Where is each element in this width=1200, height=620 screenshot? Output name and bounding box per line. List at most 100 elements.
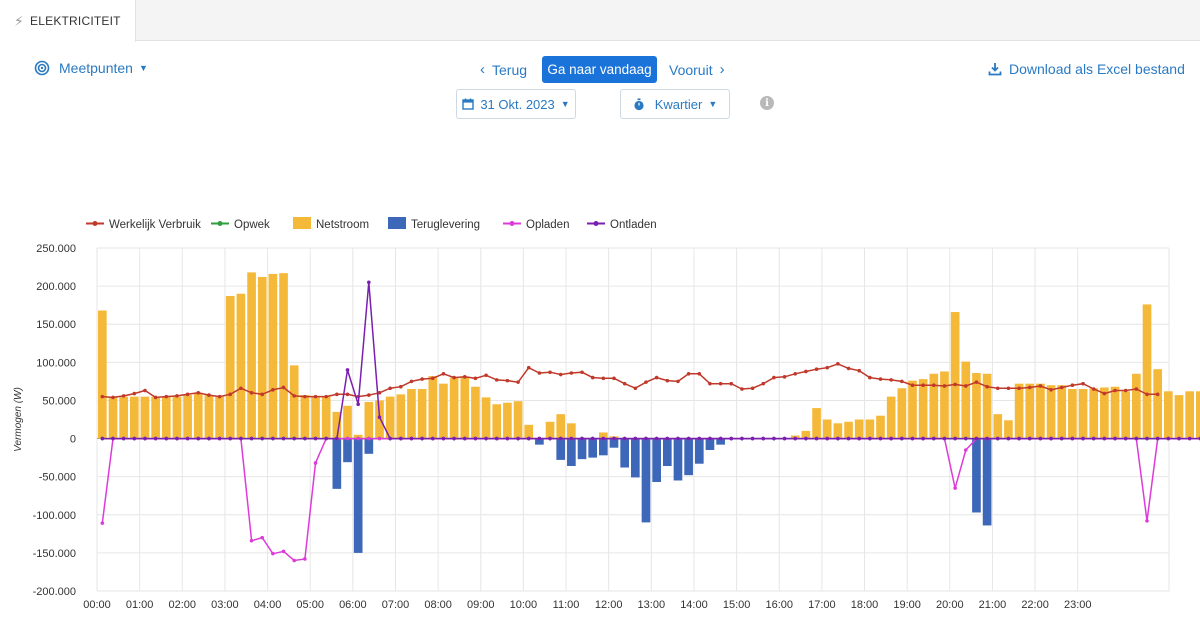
opladen-point <box>303 557 307 561</box>
opladen-point <box>814 436 819 441</box>
teruglevering-bar <box>609 438 619 448</box>
chevron-left-icon: ‹ <box>480 61 485 78</box>
x-tick-label: 05:00 <box>296 599 324 611</box>
legend-swatch <box>388 217 406 229</box>
opladen-point <box>526 436 531 441</box>
ontladen-point <box>121 436 126 441</box>
netstroom-bar <box>140 396 150 439</box>
opwek-point <box>654 436 659 441</box>
werkelijk-verbruik-point <box>292 394 297 398</box>
opladen-point <box>377 436 382 441</box>
legend-label: Opladen <box>526 219 569 231</box>
ontladen-point <box>804 436 808 441</box>
tab-elektriciteit[interactable]: ⚡ ELEKTRICITEIT <box>0 0 136 42</box>
chart-grid <box>96 247 1170 592</box>
opladen-point <box>462 436 467 441</box>
netstroom-bar <box>1185 391 1194 439</box>
ontladen-point <box>772 436 776 441</box>
netstroom-bar <box>204 395 214 439</box>
opwek-point <box>185 436 190 441</box>
werkelijk-verbruik-point <box>697 371 702 376</box>
opwek-point <box>857 436 861 441</box>
werkelijk-verbruik-point <box>1081 381 1085 386</box>
teruglevering-bar <box>716 438 725 445</box>
opladen-point <box>121 436 126 441</box>
opladen-point <box>281 549 286 554</box>
x-tick-label: 15:00 <box>723 599 751 611</box>
werkelijk-verbruik-point <box>516 380 520 384</box>
ontladen-point <box>175 436 179 441</box>
today-button[interactable]: Ga naar vandaag <box>542 56 657 83</box>
x-tick-label: 02:00 <box>169 599 197 611</box>
werkelijk-verbruik-point <box>462 375 467 379</box>
opwek-point <box>313 436 318 441</box>
netstroom-bar <box>289 365 299 439</box>
werkelijk-verbruik-point <box>921 383 925 388</box>
ontladen-point <box>814 436 819 441</box>
ontladen-point <box>1113 436 1117 441</box>
ontladen-point <box>857 436 861 441</box>
ontladen-point <box>409 436 414 441</box>
opladen-point <box>942 436 947 441</box>
download-excel-link[interactable]: Download als Excel bestand <box>988 61 1185 77</box>
y-tick-label: 50.000 <box>42 395 76 407</box>
interval-select[interactable]: Kwartier ▼ <box>620 89 730 119</box>
x-tick-label: 08:00 <box>424 599 452 611</box>
ontladen-point <box>750 436 755 441</box>
opladen-point <box>1006 436 1011 441</box>
werkelijk-verbruik-point <box>857 368 861 373</box>
opladen-point <box>697 436 702 441</box>
opwek-point <box>878 436 883 441</box>
werkelijk-verbruik-point <box>1134 387 1139 391</box>
x-tick-label: 04:00 <box>254 599 282 611</box>
opladen-point <box>388 436 392 441</box>
opladen-point <box>367 436 371 441</box>
info-icon[interactable]: i <box>760 96 774 110</box>
ontladen-point <box>185 436 190 441</box>
werkelijk-verbruik-point <box>345 392 350 397</box>
ontladen-point <box>900 436 904 441</box>
netstroom-bar <box>567 423 576 439</box>
werkelijk-verbruik-point <box>239 386 243 391</box>
ontladen-point <box>665 436 670 441</box>
werkelijk-verbruik-point <box>185 392 190 397</box>
werkelijk-verbruik-point <box>1070 383 1075 388</box>
netstroom-bar <box>183 395 192 439</box>
opladen-point <box>622 436 627 441</box>
opladen-point <box>153 436 158 441</box>
netstroom-bar <box>311 396 320 439</box>
opladen-point <box>196 436 201 441</box>
ontladen-point <box>1081 436 1085 441</box>
opwek-point <box>516 436 520 441</box>
opwek-point <box>985 436 989 441</box>
werkelijk-verbruik-point <box>740 387 744 391</box>
werkelijk-verbruik-point <box>932 383 936 388</box>
opwek-point <box>228 436 233 441</box>
werkelijk-verbruik-point <box>1059 385 1064 390</box>
back-button[interactable]: ‹ Terug <box>480 61 527 78</box>
opladen-point <box>1123 436 1128 441</box>
opwek-point <box>494 436 499 441</box>
opladen-point <box>750 436 755 441</box>
werkelijk-verbruik-point <box>900 379 904 384</box>
meetpunten-dropdown[interactable]: Meetpunten ▼ <box>34 60 148 76</box>
opwek-point <box>772 436 776 441</box>
werkelijk-verbruik-point <box>686 371 691 376</box>
teruglevering-bar <box>353 438 363 553</box>
ontladen-point <box>228 436 233 441</box>
opwek-point <box>388 436 392 441</box>
teruglevering-bar <box>641 438 651 523</box>
download-label: Download als Excel bestand <box>1009 61 1185 77</box>
opwek-point <box>1081 436 1085 441</box>
date-picker[interactable]: 31 Okt. 2023 ▼ <box>456 89 576 119</box>
werkelijk-verbruik-point <box>558 372 563 377</box>
opwek-point <box>761 436 766 441</box>
forward-button[interactable]: Vooruit › <box>669 61 725 78</box>
tab-bar: ⚡ ELEKTRICITEIT <box>0 0 1200 42</box>
opladen-point <box>985 436 989 441</box>
opladen-point <box>1177 436 1181 441</box>
opladen-point <box>708 436 712 441</box>
netstroom-bar <box>98 310 107 439</box>
teruglevering-bar <box>620 438 629 468</box>
calendar-icon <box>462 98 475 110</box>
